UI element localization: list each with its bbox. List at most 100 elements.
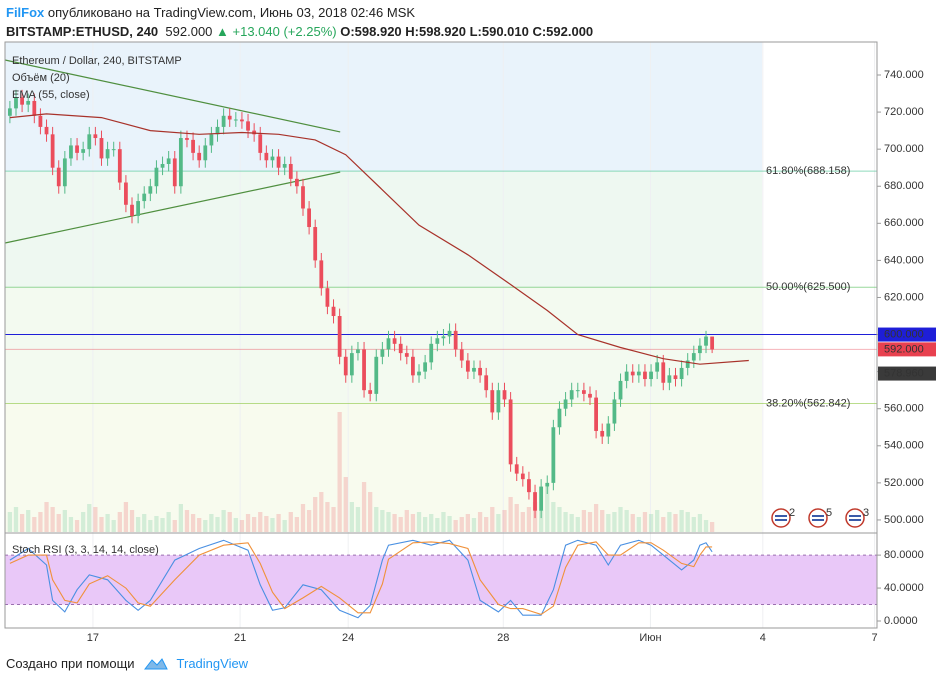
volume-bar xyxy=(160,518,165,532)
volume-bar xyxy=(337,412,342,532)
volume-bar xyxy=(178,504,184,532)
ema-legend: EMA (55, close) xyxy=(12,89,90,101)
y-tick-label: 620.000 xyxy=(884,291,924,303)
candle-body xyxy=(563,399,568,409)
volume-bar xyxy=(227,512,232,532)
volume-bar xyxy=(648,514,654,532)
candle-body xyxy=(624,371,629,381)
price-label: 600.000 xyxy=(884,328,924,340)
volume-bar xyxy=(490,507,495,532)
candle-body xyxy=(630,371,635,376)
volume-bar xyxy=(612,512,617,532)
candle-body xyxy=(44,126,49,135)
volume-bar xyxy=(209,514,214,532)
x-tick-label: 21 xyxy=(234,632,246,644)
candle-body xyxy=(343,356,348,376)
volume-bar xyxy=(56,514,61,532)
volume-bar xyxy=(471,518,477,532)
candle-body xyxy=(398,343,403,354)
candle-body xyxy=(636,371,641,376)
y-tick-label: 0.0000 xyxy=(884,615,918,627)
volume-bar xyxy=(172,520,177,532)
last-price: 592.000 xyxy=(165,24,213,39)
candle-body xyxy=(606,423,611,437)
volume-bar xyxy=(190,514,196,532)
volume-bar xyxy=(13,507,19,532)
footer-brand[interactable]: TradingView xyxy=(176,655,249,671)
volume-bar xyxy=(184,510,190,532)
candle-body xyxy=(612,399,617,424)
candle-body xyxy=(282,163,287,168)
candle-body xyxy=(117,149,122,183)
trendline xyxy=(4,59,341,133)
candle-body xyxy=(307,208,311,228)
volume-bar xyxy=(655,510,660,532)
change: ▲ +13.040 (+2.25%) xyxy=(216,24,337,39)
volume-bar xyxy=(7,512,13,532)
volume-bar xyxy=(502,510,507,532)
candle-body xyxy=(600,430,605,437)
candle-body xyxy=(331,306,336,317)
candle-body xyxy=(649,371,653,380)
volume-bar xyxy=(26,510,31,532)
volume-bar xyxy=(526,507,532,532)
price-label-bg xyxy=(878,366,936,381)
volume-bar xyxy=(154,516,159,532)
volume-bar xyxy=(245,514,251,532)
candle-body xyxy=(276,156,281,168)
candle-body xyxy=(368,390,373,394)
event-flag xyxy=(775,515,787,521)
candle-body xyxy=(301,186,305,209)
volume-bar xyxy=(87,504,92,532)
x-tick-label: 17 xyxy=(87,632,99,644)
x-tick-label: Июн xyxy=(639,632,661,644)
candle-body xyxy=(69,145,73,159)
volume-bar xyxy=(459,517,464,532)
volume-bar xyxy=(642,512,648,532)
candle-body xyxy=(160,163,165,168)
event-count: 2 xyxy=(789,507,795,519)
candle-body xyxy=(148,186,153,194)
volume-bar xyxy=(380,510,385,532)
candle-body xyxy=(99,138,104,159)
candle-body xyxy=(93,134,98,139)
price-label-bg xyxy=(878,342,936,357)
volume-bar xyxy=(135,517,141,532)
candle-body xyxy=(679,367,684,380)
candle-body xyxy=(130,204,134,216)
volume-bar xyxy=(508,497,513,532)
candle-body xyxy=(185,138,189,140)
fib-label: 38.20%(562.842) xyxy=(766,397,850,409)
candle-body xyxy=(166,158,171,164)
plot xyxy=(4,42,877,628)
volume-bar xyxy=(50,507,55,532)
author[interactable]: FilFox xyxy=(6,5,45,20)
volume-bar xyxy=(441,512,446,532)
volume-bar xyxy=(300,504,306,532)
candle-body xyxy=(75,145,79,153)
candle-body xyxy=(557,408,562,428)
volume-bar xyxy=(587,512,593,532)
volume-bar xyxy=(313,497,318,532)
candle-body xyxy=(618,380,623,400)
volume-bar xyxy=(258,512,263,532)
event-icon xyxy=(808,508,828,528)
candle-body xyxy=(453,330,458,350)
y-tick-label: 520.000 xyxy=(884,477,924,489)
volume-bar xyxy=(667,512,672,532)
volume-bar xyxy=(44,502,49,532)
candle-body xyxy=(209,134,214,146)
candle-body xyxy=(81,149,86,153)
event-flag xyxy=(849,515,861,521)
fib-zone xyxy=(5,403,762,532)
candle-body xyxy=(105,149,110,159)
candle-body xyxy=(362,349,366,391)
candle-body xyxy=(478,367,482,376)
volume-bar xyxy=(74,520,80,532)
candle-body xyxy=(581,390,586,394)
candle-body xyxy=(594,397,598,431)
candle-body xyxy=(588,393,592,398)
candle-body xyxy=(465,360,470,372)
volume-bar xyxy=(679,510,684,532)
volume-bar xyxy=(514,504,519,532)
